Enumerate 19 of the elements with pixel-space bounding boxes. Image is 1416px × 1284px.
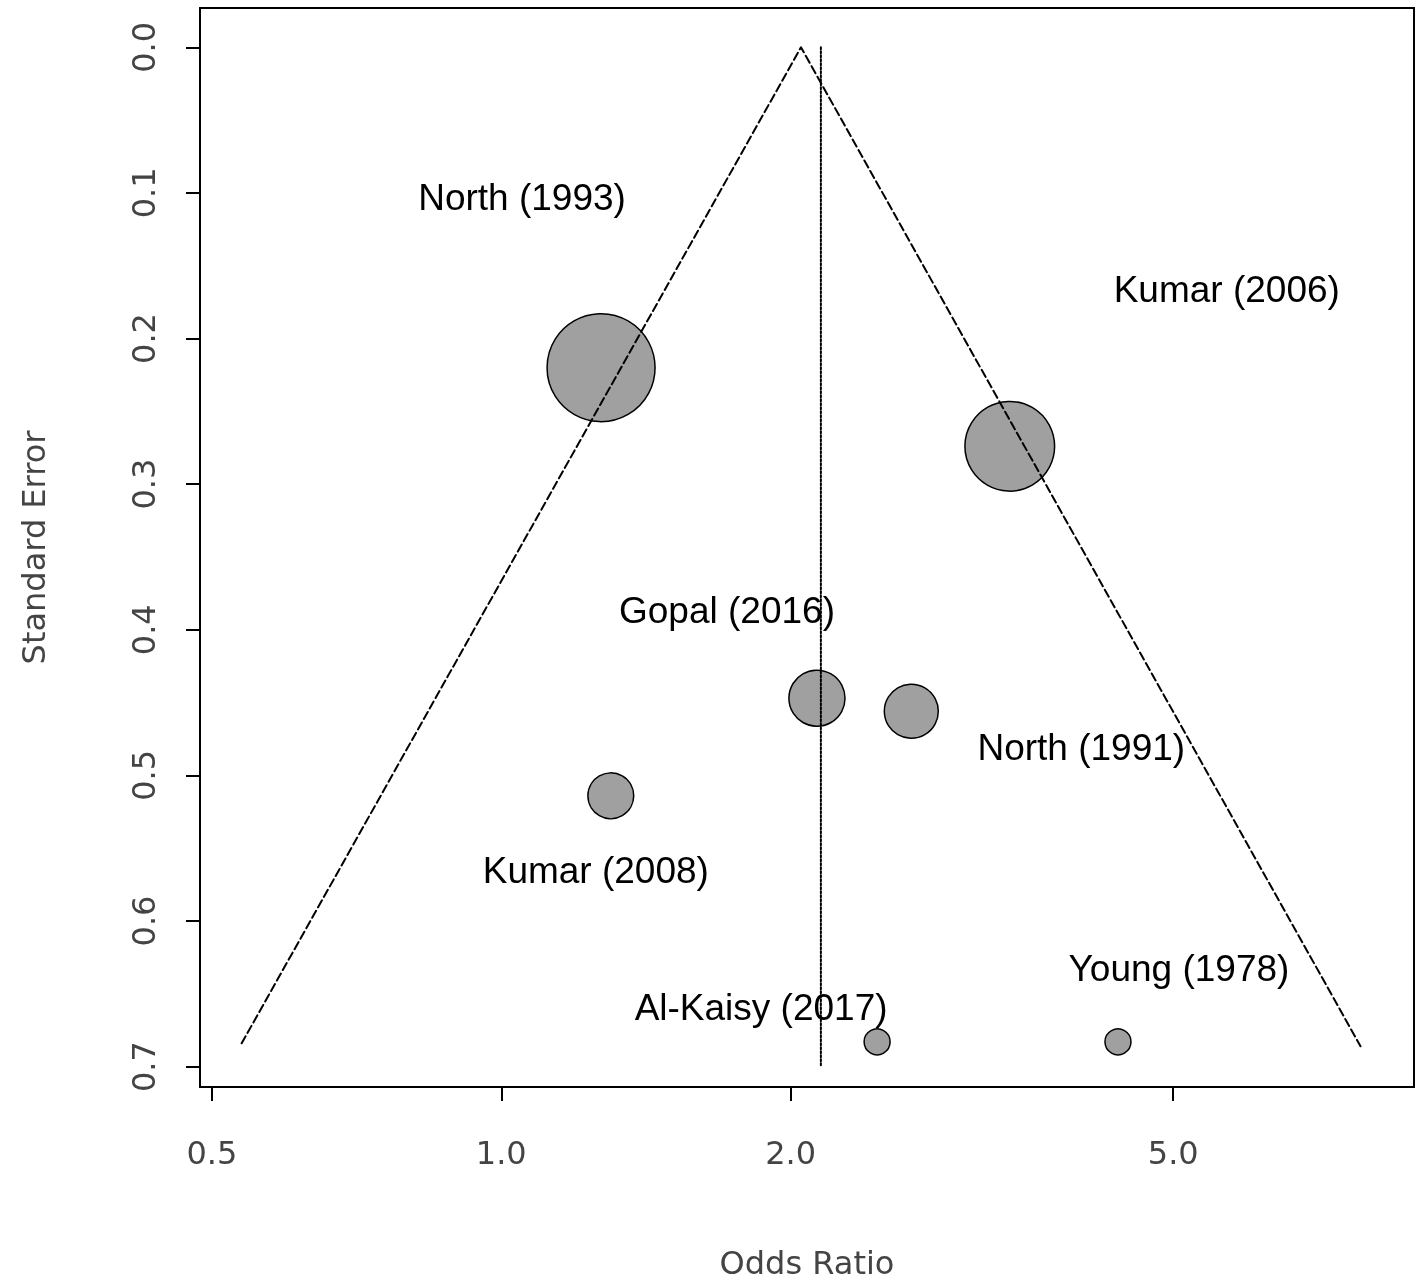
annotation: North (1991) bbox=[977, 726, 1186, 768]
y-tick-label: 0.2 bbox=[125, 313, 163, 364]
y-tick-label: 0.3 bbox=[125, 458, 163, 510]
y-tick-label: 0.7 bbox=[125, 1041, 163, 1093]
y-tick-label: 0.4 bbox=[125, 604, 163, 656]
annotation: North (1993) bbox=[418, 177, 626, 219]
x-tick-label: 1.0 bbox=[475, 1134, 527, 1172]
y-axis-title: Standard Error bbox=[15, 429, 53, 665]
annotation: Kumar (2008) bbox=[482, 850, 709, 892]
x-tick-label: 2.0 bbox=[765, 1134, 817, 1172]
annotation: Young (1978) bbox=[1068, 948, 1290, 990]
y-tick-label: 0.5 bbox=[125, 749, 163, 801]
annotation: Kumar (2006) bbox=[1113, 268, 1340, 310]
y-tick-label: 0.0 bbox=[125, 21, 163, 73]
x-axis-title: Odds Ratio bbox=[719, 1244, 895, 1282]
y-tick-label: 0.1 bbox=[125, 167, 163, 219]
x-tick-label: 0.5 bbox=[186, 1134, 238, 1172]
x-tick-label: 5.0 bbox=[1147, 1134, 1199, 1172]
y-tick-label: 0.6 bbox=[125, 895, 163, 947]
